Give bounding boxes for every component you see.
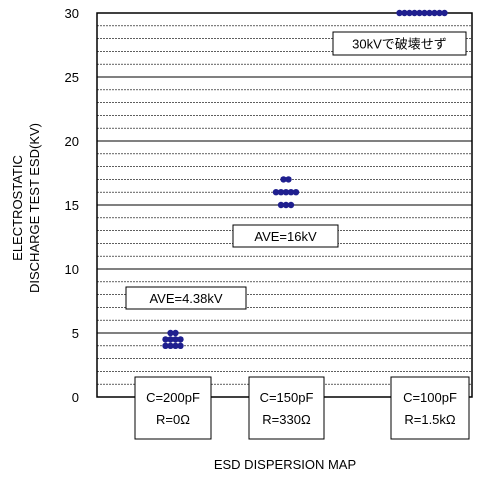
data-point xyxy=(277,189,285,196)
average-label-box xyxy=(125,286,247,310)
data-point xyxy=(292,189,300,196)
average-label: 30kVで破壊せず xyxy=(352,37,447,52)
y-tick-label: 0 xyxy=(72,390,79,405)
category-labels: C=200pF R=0Ω C=150pF R=330Ω C=100pF R=1.5kΩ xyxy=(134,376,470,440)
category-resistance: R=330Ω xyxy=(262,412,311,427)
y-tick-label: 30 xyxy=(65,6,79,21)
data-point xyxy=(280,176,287,183)
data-point xyxy=(172,329,179,337)
category-resistance: R=1.5kΩ xyxy=(404,412,456,427)
category-box xyxy=(134,376,212,440)
y-tick-label: 20 xyxy=(65,134,79,149)
category-resistance: R=0Ω xyxy=(156,412,190,427)
average-labels: AVE=4.38kV AVE=16kV 30kVで破壊せず xyxy=(125,31,467,310)
category-capacitance: C=150pF xyxy=(260,390,314,405)
data-point xyxy=(426,9,433,17)
data-point xyxy=(411,9,418,17)
category-box xyxy=(390,376,470,440)
data-point xyxy=(172,342,179,349)
data-point xyxy=(167,329,174,337)
data-point xyxy=(172,336,179,343)
data-point xyxy=(431,9,438,17)
data-point xyxy=(282,201,290,209)
x-axis-label: ESD DISPERSION MAP xyxy=(214,457,356,472)
y-tick-label: 5 xyxy=(72,326,79,341)
average-label: AVE=16kV xyxy=(254,229,317,244)
data-point xyxy=(167,336,174,343)
y-axis-label-line1: ELECTROSTATIC xyxy=(10,155,25,261)
y-axis-label-line2: DISCHARGE TEST ESD(KV) xyxy=(27,123,42,293)
data-point xyxy=(167,342,174,349)
data-point xyxy=(282,189,290,196)
data-point xyxy=(162,342,169,349)
data-point xyxy=(441,9,448,17)
data-point xyxy=(406,9,413,17)
data-point xyxy=(177,336,184,343)
data-point xyxy=(396,9,403,17)
y-tick-label: 15 xyxy=(65,198,79,213)
data-points xyxy=(162,9,448,349)
data-point xyxy=(416,9,423,17)
data-point xyxy=(421,9,428,17)
data-point xyxy=(401,9,408,17)
average-label: AVE=4.38kV xyxy=(149,291,222,306)
data-point xyxy=(287,201,295,209)
data-point xyxy=(285,176,292,183)
category-capacitance: C=100pF xyxy=(403,390,457,405)
y-tick-labels: 0 5 10 15 20 25 30 xyxy=(65,6,79,405)
data-point xyxy=(272,189,280,196)
average-label-box xyxy=(232,224,339,248)
category-capacitance: C=200pF xyxy=(146,390,200,405)
y-tick-label: 25 xyxy=(65,70,79,85)
data-point xyxy=(162,336,169,343)
data-point xyxy=(436,9,443,17)
data-point xyxy=(287,189,295,196)
category-box xyxy=(248,376,325,440)
data-point xyxy=(177,342,184,349)
data-point xyxy=(277,201,285,209)
average-label-box xyxy=(332,31,467,56)
y-tick-label: 10 xyxy=(65,262,79,277)
